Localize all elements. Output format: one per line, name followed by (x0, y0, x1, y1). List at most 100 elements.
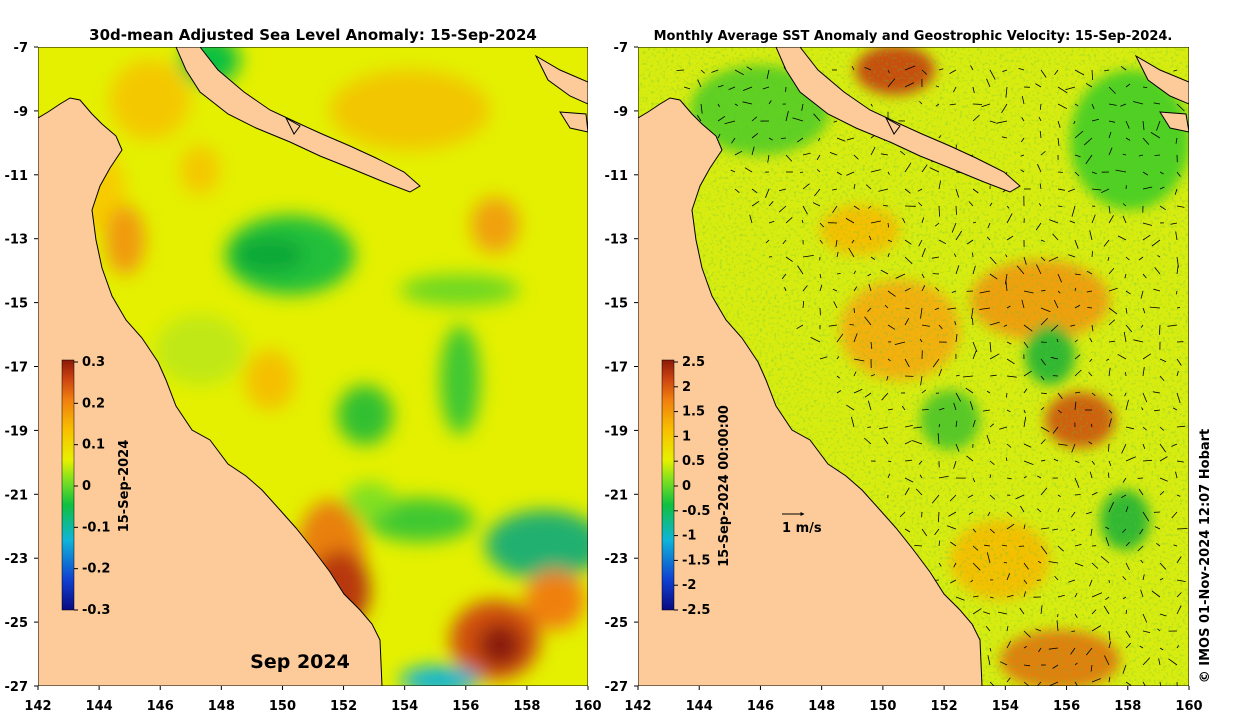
velocity-vector (832, 205, 838, 213)
velocity-vector (1176, 592, 1182, 598)
velocity-vector (987, 511, 991, 517)
velocity-vector (1057, 120, 1061, 129)
velocity-vector (919, 101, 923, 105)
velocity-vector (1021, 117, 1025, 122)
velocity-vector (932, 358, 940, 368)
velocity-vector (801, 103, 804, 111)
velocity-vector (969, 401, 974, 411)
velocity-vector (955, 333, 958, 343)
velocity-vector (734, 150, 743, 156)
velocity-vector (1176, 171, 1181, 177)
left-colorbar-ticks: 0.3 0.2 0.1 0 -0.1 -0.2 -0.3 (74, 355, 110, 618)
velocity-vector (1057, 545, 1064, 552)
velocity-vector (904, 477, 914, 483)
velocity-vector (1023, 388, 1028, 394)
velocity-vector (1142, 86, 1148, 88)
velocity-vector (819, 356, 828, 360)
velocity-vector (989, 256, 997, 265)
velocity-vector (921, 248, 926, 258)
velocity-vector (1124, 392, 1127, 397)
right-colorbar-tick-label: -2 (682, 578, 696, 593)
right-lat-label: -15 (605, 297, 629, 312)
velocity-vector (989, 528, 995, 534)
velocity-vector (949, 494, 957, 502)
velocity-vector (1174, 188, 1178, 195)
velocity-vector (1159, 171, 1164, 175)
velocity-vector (836, 333, 844, 343)
velocity-vector (1122, 596, 1127, 600)
velocity-vector (1125, 83, 1131, 88)
left-colorbar-tick-label: 0.3 (82, 355, 105, 370)
velocity-vector (744, 167, 753, 173)
velocity-vector (1108, 641, 1112, 649)
velocity-vector (828, 324, 838, 327)
velocity-vector (1142, 574, 1145, 581)
velocity-vector (1056, 620, 1059, 632)
velocity-vector (1021, 96, 1025, 105)
velocity-vector (1040, 439, 1046, 445)
velocity-vector (1023, 646, 1027, 649)
velocity-vector (979, 290, 991, 294)
velocity-vector (1023, 630, 1031, 638)
velocity-vector (887, 171, 890, 175)
velocity-vector (1052, 664, 1059, 669)
velocity-vector (1106, 358, 1110, 361)
velocity-vector (979, 307, 991, 310)
velocity-vector (968, 201, 974, 207)
velocity-vector (937, 433, 940, 445)
left-lat-label: -27 (5, 680, 29, 695)
velocity-vector (989, 202, 993, 207)
right-lat-label: -17 (605, 361, 629, 376)
velocity-vector (849, 324, 855, 326)
velocity-vector (1125, 630, 1131, 638)
velocity-vector (785, 217, 793, 224)
velocity-vector (1006, 235, 1014, 241)
velocity-vector (1151, 590, 1161, 598)
velocity-vector (965, 387, 974, 394)
velocity-vector (953, 402, 957, 411)
velocity-vector (1108, 493, 1112, 496)
velocity-vector (1006, 392, 1008, 398)
right-colorbar (661, 359, 675, 611)
velocity-vector (1006, 573, 1011, 581)
velocity-vector (1074, 613, 1078, 619)
velocity-vector (1006, 477, 1012, 480)
velocity-vector (982, 409, 991, 412)
velocity-vector (1040, 289, 1046, 292)
velocity-vector (904, 188, 911, 194)
velocity-vector (1108, 340, 1115, 343)
velocity-vector (1085, 154, 1093, 165)
velocity-vector (1070, 511, 1076, 518)
velocity-vector (955, 265, 960, 275)
velocity-vector (1040, 605, 1043, 615)
velocity-vector (802, 152, 811, 156)
right-lat-label: -11 (605, 169, 629, 184)
velocity-vector (1172, 407, 1178, 411)
velocity-vector (887, 239, 893, 243)
velocity-vector (683, 86, 691, 90)
velocity-vector (829, 152, 838, 156)
velocity-vector (1091, 678, 1101, 683)
velocity-vector (1040, 150, 1046, 156)
velocity-vector (1086, 270, 1093, 275)
velocity-vector (1074, 339, 1078, 343)
velocity-vector (1124, 273, 1127, 279)
velocity-vector (1006, 409, 1011, 413)
velocity-vector (1152, 391, 1161, 394)
velocity-vector (1074, 662, 1078, 666)
right-colorbar-label: 15-Sep-2024 00:00:00 (717, 405, 732, 567)
velocity-vector (938, 205, 940, 217)
velocity-vector (1039, 103, 1042, 110)
velocity-vector (868, 235, 872, 241)
velocity-vector (1068, 579, 1076, 583)
left-colorbar-tick-label: -0.3 (82, 603, 110, 618)
velocity-vector (797, 265, 804, 275)
velocity-vector (955, 205, 957, 215)
velocity-vector (972, 608, 982, 615)
velocity-vector (1019, 607, 1025, 615)
velocity-vector (1074, 273, 1081, 276)
velocity-vector (836, 390, 842, 394)
velocity-vector (1103, 605, 1110, 615)
velocity-vector (986, 434, 991, 445)
velocity-vector (846, 171, 855, 176)
